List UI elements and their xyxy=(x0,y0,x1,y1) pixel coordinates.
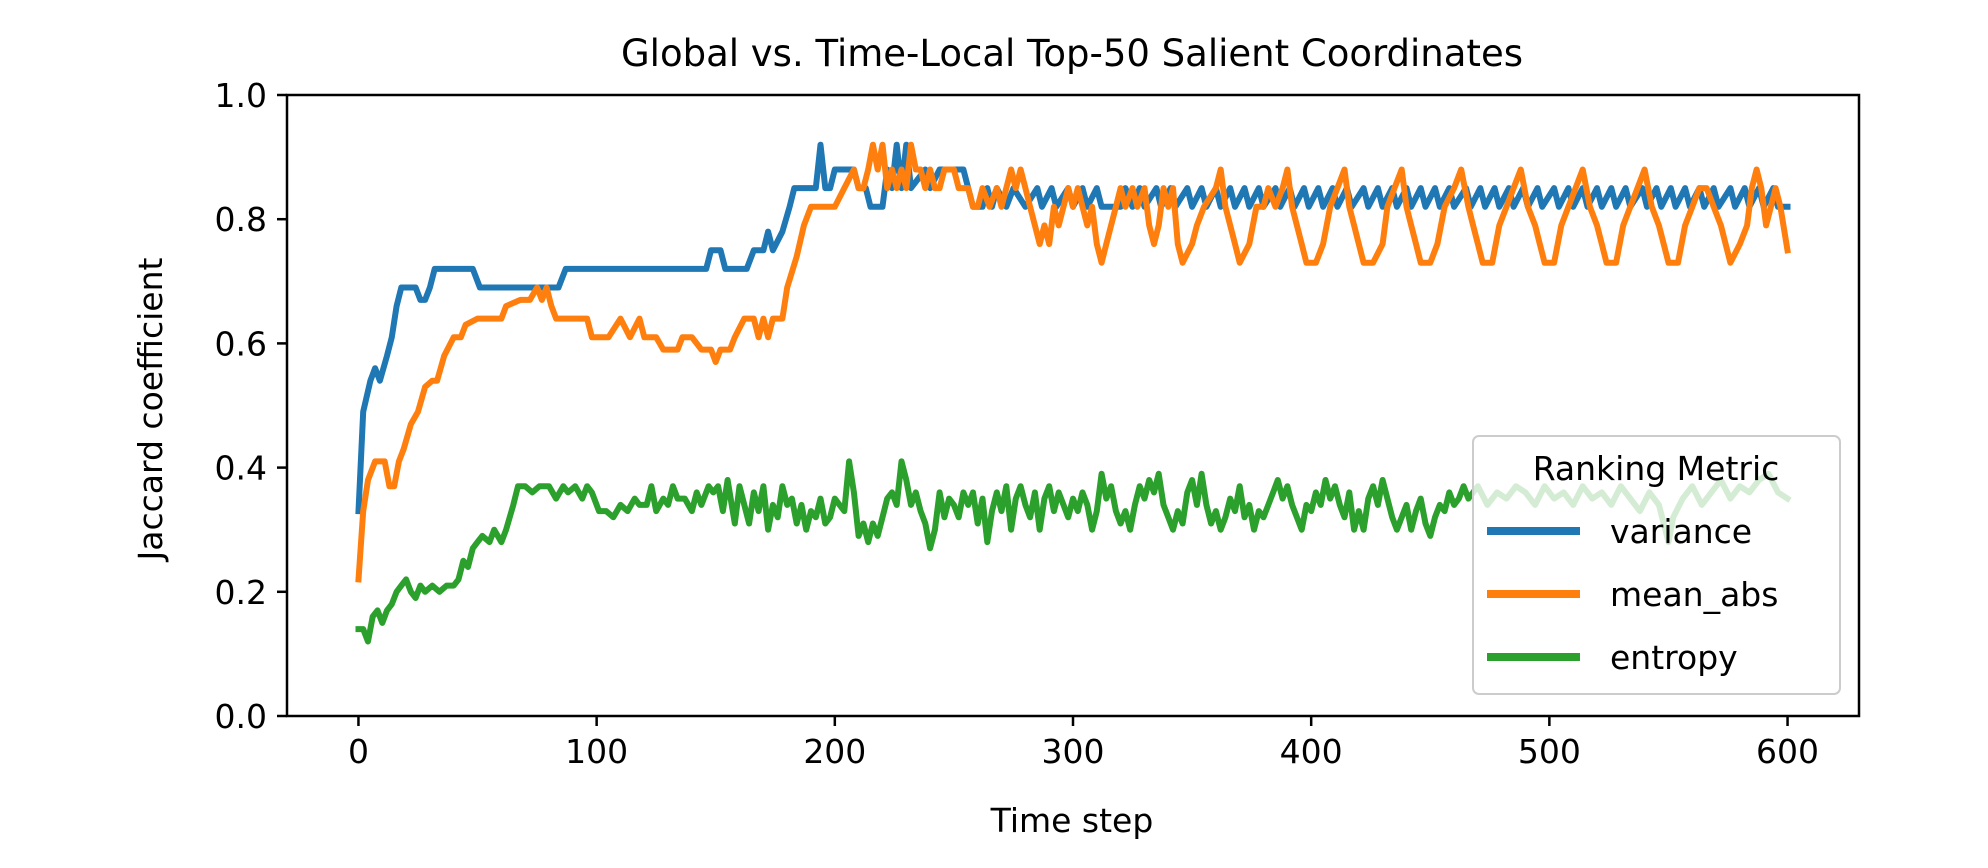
legend-title: Ranking Metric xyxy=(1533,449,1780,488)
series-line-mean-abs xyxy=(355,141,1791,583)
legend-frame xyxy=(1472,435,1841,695)
y-tick-label: 0.4 xyxy=(215,449,267,488)
x-tick-label: 100 xyxy=(565,732,628,771)
series-group xyxy=(355,141,1792,645)
legend-label-mean-abs: mean_abs xyxy=(1610,575,1778,614)
legend: Ranking Metric variance mean_abs entropy xyxy=(1472,435,1841,695)
x-tick-label: 200 xyxy=(803,732,866,771)
y-tick-label: 0.2 xyxy=(215,573,267,612)
series-line-variance xyxy=(355,141,1791,515)
x-tick-label: 0 xyxy=(348,732,369,771)
y-tick-label: 0.6 xyxy=(215,324,267,363)
x-tick-label: 300 xyxy=(1042,732,1105,771)
x-tick-label: 500 xyxy=(1518,732,1581,771)
x-tick-label: 400 xyxy=(1280,732,1343,771)
legend-label-variance: variance xyxy=(1610,512,1752,551)
x-axis-label: Time step xyxy=(990,801,1154,840)
y-tick-label: 1.0 xyxy=(215,76,267,115)
series-line-entropy xyxy=(355,458,1792,645)
y-tick-label: 0.8 xyxy=(215,200,267,239)
x-tick-label: 600 xyxy=(1756,732,1819,771)
plot-area: 0 100 200 300 400 500 600 0.0 0.2 0.4 0.6 0.8 1.0 xyxy=(215,76,1861,771)
chart-title: Global vs. Time-Local Top-50 Salient Coo… xyxy=(621,32,1523,75)
y-tick-label: 0.0 xyxy=(215,697,267,736)
y-axis-label: Jaccard coefficient xyxy=(131,257,170,562)
legend-label-entropy: entropy xyxy=(1610,638,1738,677)
